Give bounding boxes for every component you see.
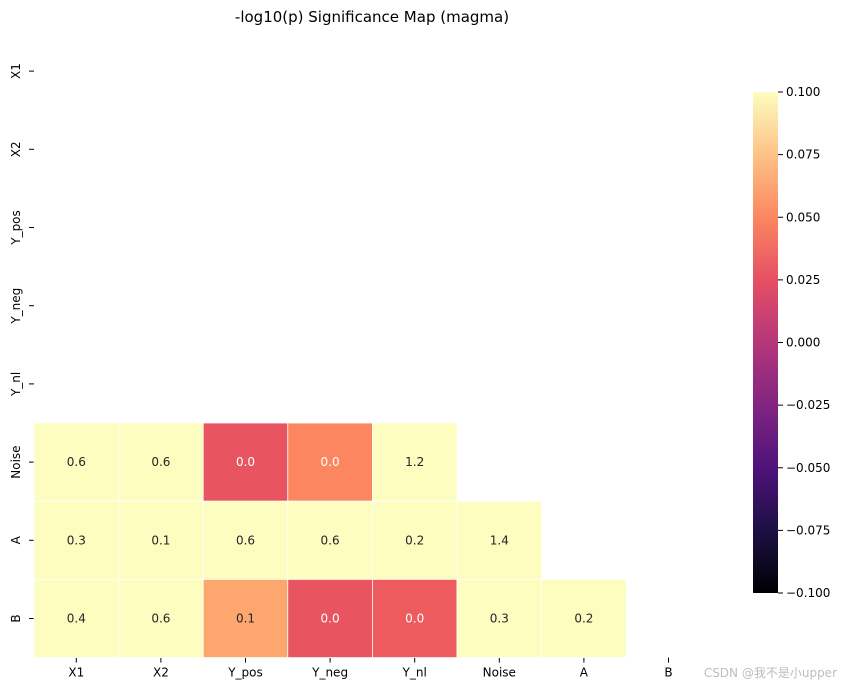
cell-value-label: 0.3 [490, 612, 509, 626]
cell-value-label: 0.0 [405, 612, 424, 626]
cell-value-label: 0.6 [321, 533, 340, 547]
x-tick-label: Y_neg [311, 666, 348, 680]
cell-value-label: 0.1 [236, 612, 255, 626]
colorbar-tick-label: 0.000 [786, 336, 820, 350]
y-tick-label: X1 [9, 63, 23, 79]
heatmap-cell [371, 422, 458, 502]
heatmap-cell [33, 579, 119, 659]
cell-value-label: 0.6 [236, 533, 255, 547]
colorbar-tick-label: 0.025 [786, 273, 820, 287]
colorbar-tick-label: −0.025 [786, 398, 830, 412]
heatmap-cell [33, 500, 119, 580]
heatmap-cell [456, 579, 542, 659]
heatmap-cell [541, 579, 627, 659]
cell-value-label: 0.0 [321, 455, 340, 469]
heatmap-cell [287, 500, 373, 580]
y-tick-label: X2 [9, 141, 23, 157]
heatmap-cell [371, 579, 458, 659]
colorbar-ticks: 0.100 0.075 0.050 0.025 0.000 −0.025 −0.050 −0.… [778, 85, 830, 600]
y-tick-label: Noise [9, 445, 23, 478]
watermark: CSDN @我不是小upper [703, 666, 837, 680]
cell-value-label: 0.0 [321, 612, 340, 626]
y-tick-label: Y_neg [9, 288, 23, 325]
colorbar-tick-label: −0.075 [786, 523, 830, 537]
x-tick-label: X2 [153, 666, 169, 680]
heatmap-cell [371, 500, 458, 580]
heatmap-cell [287, 579, 373, 659]
cell-value-label: 0.2 [405, 533, 424, 547]
cell-value-label: 0.6 [67, 455, 86, 469]
heatmap-cell [33, 422, 119, 502]
heatmap-cell [287, 422, 373, 502]
heatmap-cell [118, 579, 204, 659]
cell-value-label: 0.2 [574, 612, 593, 626]
cell-value-label: 0.0 [236, 455, 255, 469]
cell-value-label: 0.6 [151, 612, 170, 626]
x-tick-label: B [664, 666, 672, 680]
colorbar-tick-label: 0.075 [786, 148, 820, 162]
colorbar-tick-label: 0.100 [786, 85, 820, 99]
cell-value-label: 1.2 [405, 455, 424, 469]
colorbar-tick-label: −0.050 [786, 461, 830, 475]
heatmap-cell [456, 500, 542, 580]
heatmap-cell [202, 579, 289, 659]
colorbar-tick-label: −0.100 [786, 586, 830, 600]
y-tick-label: Y_nl [9, 372, 23, 397]
cell-value-label: 0.6 [151, 455, 170, 469]
y-tick-label: B [9, 614, 23, 622]
cell-value-label: 1.4 [490, 533, 509, 547]
x-tick-label: A [580, 666, 589, 680]
heatmap-cells: 0.6 0.6 0.0 0.0 1.2 0.3 0.1 0.6 0.6 0.2 1.4 0.4 0.6 0… [33, 422, 627, 659]
chart-title: -log10(p) Significance Map (magma) [235, 8, 509, 26]
cell-value-label: 0.4 [67, 612, 86, 626]
y-tick-label: Y_pos [9, 210, 23, 246]
y-tick-label: A [9, 535, 23, 544]
cell-value-label: 0.3 [67, 533, 86, 547]
x-tick-label: Noise [483, 666, 516, 680]
colorbar-gradient [753, 92, 778, 593]
x-tick-label: Y_pos [227, 666, 263, 680]
x-tick-label: X1 [68, 666, 84, 680]
heatmap-cell [118, 500, 204, 580]
x-axis: X1 X2 Y_pos Y_neg Y_nl Noise A B [68, 657, 673, 680]
y-axis: X1 X2 Y_pos Y_neg Y_nl Noise A B [9, 63, 34, 623]
colorbar: 0.100 0.075 0.050 0.025 0.000 −0.025 −0.050 −0.… [753, 85, 830, 600]
cell-value-label: 0.1 [151, 533, 170, 547]
colorbar-tick-label: 0.050 [786, 210, 820, 224]
x-tick-label: Y_nl [402, 666, 427, 680]
